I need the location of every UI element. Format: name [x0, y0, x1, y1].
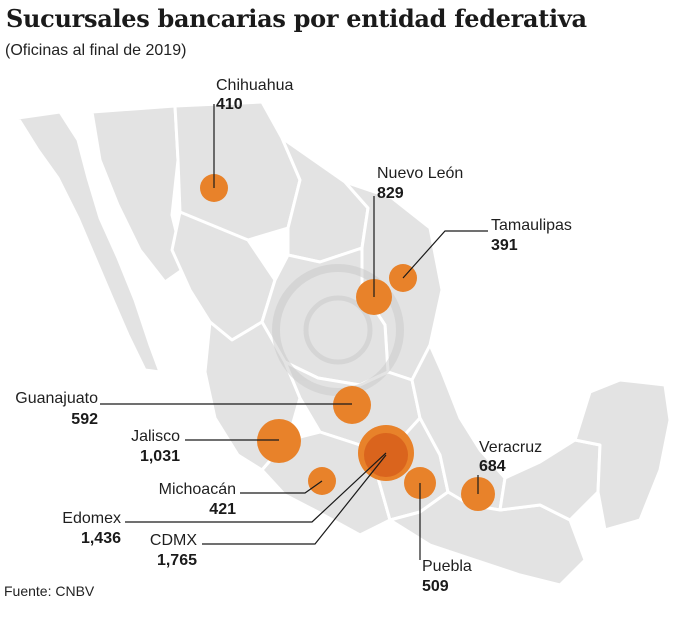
label-tamaulipas-name: Tamaulipas [491, 217, 572, 234]
map-title: Sucursales bancarias por entidad federat… [6, 4, 587, 33]
leader-edomex [125, 452, 387, 523]
leader-tamaulipas [402, 230, 488, 279]
label-nuevo-leon-value: 829 [377, 185, 404, 202]
leader-michoacan [240, 480, 323, 494]
label-guanajuato-name: Guanajuato [15, 390, 98, 407]
label-cdmx-value: 1,765 [157, 552, 197, 569]
leader-lines [100, 104, 488, 560]
label-tamaulipas-value: 391 [491, 237, 518, 254]
label-chihuahua-name: Chihuahua [216, 77, 294, 94]
label-edomex-name: Edomex [62, 510, 121, 527]
label-michoacan-value: 421 [209, 501, 236, 518]
label-jalisco-value: 1,031 [140, 448, 180, 465]
label-puebla-name: Puebla [422, 558, 472, 575]
bubble-guanajuato [333, 386, 371, 424]
label-guanajuato-value: 592 [71, 411, 98, 428]
label-veracruz-name: Veracruz [479, 439, 542, 456]
state-labels: Chihuahua 410 Nuevo León 829 Tamaulipas … [15, 77, 572, 595]
label-nuevo-leon-name: Nuevo León [377, 165, 463, 182]
map-subtitle: (Oficinas al final de 2019) [5, 42, 187, 59]
label-chihuahua-value: 410 [216, 96, 243, 113]
leader-cdmx [202, 454, 387, 545]
label-michoacan-name: Michoacán [159, 481, 236, 498]
label-jalisco-name: Jalisco [131, 428, 180, 445]
bubble-jalisco [257, 419, 301, 463]
label-cdmx-name: CDMX [150, 532, 197, 549]
eagle-watermark-icon [272, 264, 404, 396]
label-veracruz-value: 684 [479, 458, 506, 475]
map-land [16, 100, 672, 587]
source-note: Fuente: CNBV [4, 583, 95, 599]
label-edomex-value: 1,436 [81, 530, 121, 547]
label-puebla-value: 509 [422, 578, 449, 595]
